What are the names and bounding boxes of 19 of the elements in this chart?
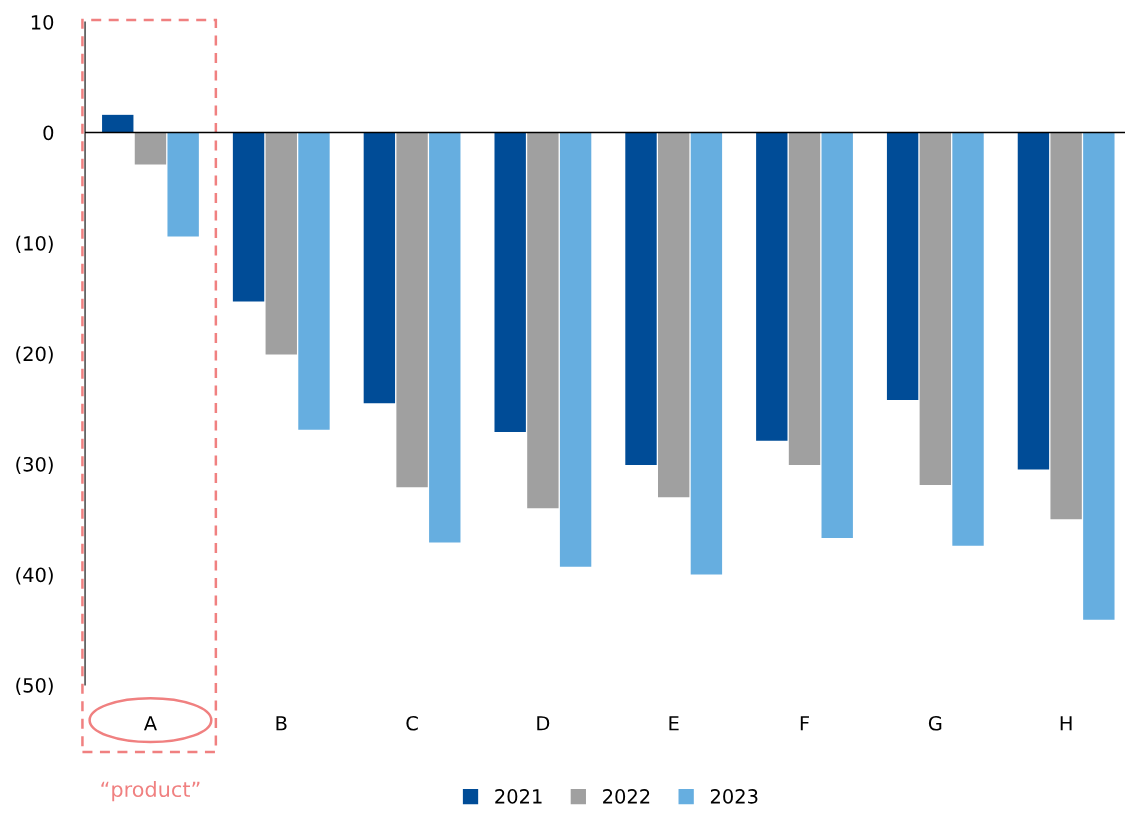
y-tick-label: 10 (31, 14, 54, 30)
y-tick-label: (30) (16, 456, 53, 474)
x-tick-label: D (537, 716, 550, 731)
legend-label: 2021 (495, 789, 542, 804)
x-tick-label: F (800, 716, 809, 731)
x-tick-label: G (928, 715, 942, 731)
x-tick-label: E (669, 716, 679, 731)
x-tick-label: H (1060, 716, 1072, 731)
legend-label: 2023 (710, 789, 758, 804)
legend-label: 2022 (603, 789, 650, 804)
y-tick-label: (20) (16, 346, 53, 364)
y-tick-label: 0 (43, 125, 54, 141)
y-tick-label: (10) (16, 235, 53, 253)
y-tick-label: (40) (16, 567, 53, 585)
x-tick-label: C (406, 715, 418, 731)
x-tick-label: A (143, 716, 157, 731)
y-tick-label: (50) (16, 677, 53, 695)
text: “product” (101, 780, 200, 802)
x-tick-label: B (276, 716, 287, 731)
